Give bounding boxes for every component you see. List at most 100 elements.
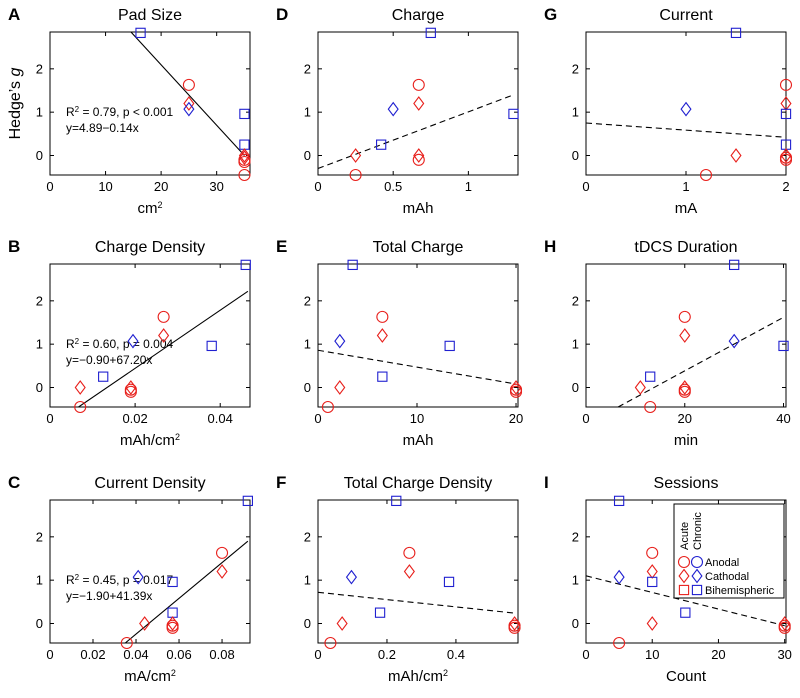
data-point-diamond	[334, 333, 346, 349]
legend-marker-chronic-diamond	[691, 568, 703, 584]
r-squared-superscript: 2	[75, 337, 80, 346]
y-tick-label: 1	[572, 337, 579, 352]
x-tick-label: 10	[410, 411, 424, 426]
x-tick-label: 0	[314, 411, 321, 426]
legend-label: Cathodal	[705, 571, 749, 583]
data-point-square	[728, 259, 740, 271]
regression-line	[78, 290, 249, 407]
legend-marker-acute-circle	[677, 555, 691, 569]
panel-i: I Sessions 0 10 20 30 0 1 2 Count Acute ChronicAnod…	[544, 473, 792, 685]
data-point-square	[347, 259, 358, 271]
panel-letter: G	[544, 5, 557, 24]
y-tick-label: 2	[304, 529, 311, 544]
x-tick-label: 0.08	[209, 647, 234, 662]
y-tick-label: 1	[36, 573, 43, 588]
panel-letter: H	[544, 237, 556, 256]
data-point-diamond	[350, 148, 362, 163]
x-tick-label: 0.04	[208, 411, 233, 426]
x-axis-label: mA/cm2	[124, 668, 176, 685]
x-tick-label: 30	[209, 179, 223, 194]
data-point-diamond	[183, 101, 195, 117]
y-tick-label: 2	[36, 529, 43, 544]
y-axis-label: Hedge’s g	[7, 68, 24, 140]
regression-line	[318, 591, 515, 614]
chart-title: Current Density	[94, 475, 205, 492]
panel-letter: A	[8, 5, 20, 24]
x-tick-label: 20	[509, 411, 523, 426]
plot-area	[317, 263, 519, 408]
fit-statistics: R2 = 0.79, p < 0.001	[66, 105, 174, 120]
regression-line	[586, 122, 786, 138]
fit-equation: y=−1.90+41.39x	[66, 589, 152, 603]
data-point-square	[508, 108, 519, 120]
y-tick-label: 2	[304, 293, 311, 308]
chart-title: Charge	[392, 7, 445, 24]
x-tick-label: 0.4	[447, 647, 465, 662]
data-point-diamond	[139, 616, 151, 631]
legend-marker-chronic-circle	[690, 555, 704, 569]
x-axis-label-superscript: 2	[443, 668, 448, 678]
plot-area	[585, 499, 787, 644]
y-tick-label: 1	[304, 573, 311, 588]
r-squared-superscript: 2	[75, 105, 80, 114]
plot-area	[49, 263, 251, 408]
data-point-circle	[238, 168, 251, 182]
data-point-square	[167, 576, 178, 588]
data-point-square	[680, 607, 691, 618]
data-point-diamond	[74, 380, 86, 395]
data-point-square	[239, 139, 250, 150]
x-axis-label: cm2	[137, 200, 162, 217]
data-point-diamond	[376, 328, 388, 343]
regression-line	[130, 32, 245, 156]
r-squared-superscript: 2	[75, 573, 80, 582]
x-tick-label: 10	[645, 647, 659, 662]
panel-d: D Charge 0 0.5 1 0 1 2 mAh	[276, 5, 519, 217]
y-tick-label: 1	[304, 337, 311, 352]
data-point-square	[240, 259, 251, 271]
data-point-diamond	[183, 96, 195, 111]
data-point-circle	[779, 153, 793, 166]
data-point-square	[376, 139, 387, 150]
regression-line	[318, 349, 517, 385]
data-point-circle	[349, 168, 362, 182]
data-point-square	[98, 371, 109, 382]
panel-letter: D	[276, 5, 288, 24]
data-point-square	[242, 495, 253, 507]
data-point-diamond	[413, 96, 425, 111]
data-point-circle	[508, 621, 521, 634]
y-tick-label: 2	[572, 61, 579, 76]
y-axis-label-symbol: g	[7, 68, 24, 77]
data-point-square	[443, 576, 455, 588]
chart-title: tDCS Duration	[634, 239, 737, 256]
x-tick-label: 0	[46, 411, 53, 426]
data-point-diamond	[780, 96, 792, 111]
data-point-circle	[613, 636, 626, 650]
x-tick-label: 0	[314, 179, 321, 194]
x-tick-label: 0.5	[384, 179, 402, 194]
data-point-diamond	[238, 148, 251, 163]
legend-header-chronic: Chronic	[692, 512, 704, 550]
x-tick-label: 20	[154, 179, 168, 194]
chart-title: Total Charge Density	[344, 475, 493, 492]
data-point-square	[730, 27, 742, 39]
legend-marker-acute-square	[678, 584, 690, 596]
data-point-circle	[238, 155, 251, 169]
chart-title: Pad Size	[118, 7, 182, 24]
panel-letter: B	[8, 237, 20, 256]
data-point-circle	[678, 310, 691, 323]
data-point-circle	[678, 385, 691, 398]
x-tick-label: 20	[711, 647, 725, 662]
x-axis-label: mAh	[403, 200, 434, 217]
y-tick-label: 2	[572, 293, 579, 308]
data-point-square	[425, 27, 436, 39]
data-point-square	[613, 495, 625, 507]
data-point-square	[444, 340, 455, 352]
data-point-square	[647, 576, 658, 588]
x-axis-label: mAh/cm2	[388, 668, 448, 685]
x-tick-label: 0.04	[123, 647, 148, 662]
data-point-circle	[215, 546, 229, 559]
data-point-square	[135, 27, 146, 39]
y-tick-label: 0	[304, 148, 311, 163]
y-tick-label: 0	[572, 380, 579, 395]
